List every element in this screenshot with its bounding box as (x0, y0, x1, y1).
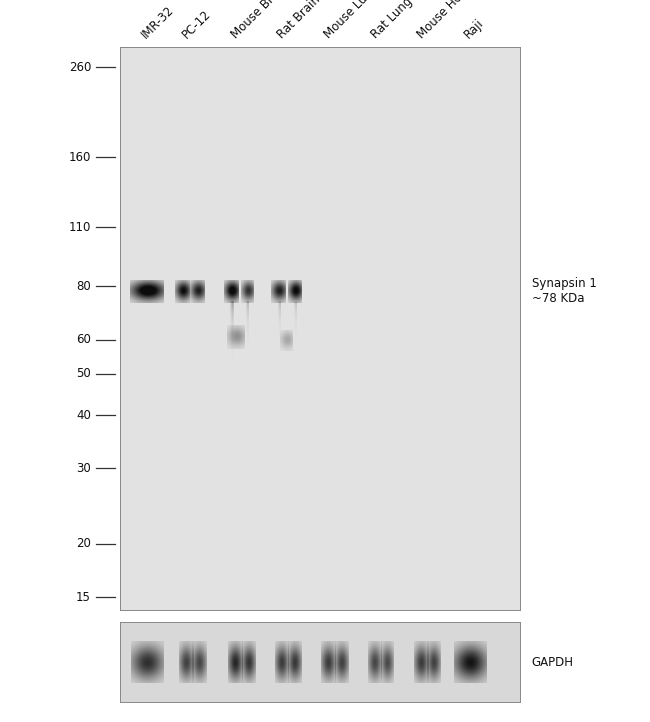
Text: 20: 20 (76, 537, 91, 550)
Text: 15: 15 (76, 591, 91, 604)
Text: Mouse Brain: Mouse Brain (229, 0, 289, 41)
Text: Synapsin 1
~78 KDa: Synapsin 1 ~78 KDa (532, 277, 597, 305)
Text: Mouse Lung: Mouse Lung (322, 0, 381, 41)
Text: 40: 40 (76, 409, 91, 422)
Text: 80: 80 (76, 279, 91, 292)
Text: 30: 30 (76, 462, 91, 475)
Text: 60: 60 (76, 333, 91, 346)
Text: 260: 260 (69, 61, 91, 74)
Text: 110: 110 (69, 220, 91, 233)
Text: 160: 160 (69, 151, 91, 164)
Text: Rat Lung: Rat Lung (369, 0, 415, 41)
Text: 50: 50 (76, 367, 91, 380)
Text: Rat Brain: Rat Brain (275, 0, 323, 41)
Text: GAPDH: GAPDH (532, 656, 574, 669)
Text: Raji: Raji (462, 17, 486, 41)
Text: IMR-32: IMR-32 (138, 4, 176, 41)
Text: PC-12: PC-12 (180, 7, 214, 41)
Text: Mouse Heart: Mouse Heart (415, 0, 477, 41)
